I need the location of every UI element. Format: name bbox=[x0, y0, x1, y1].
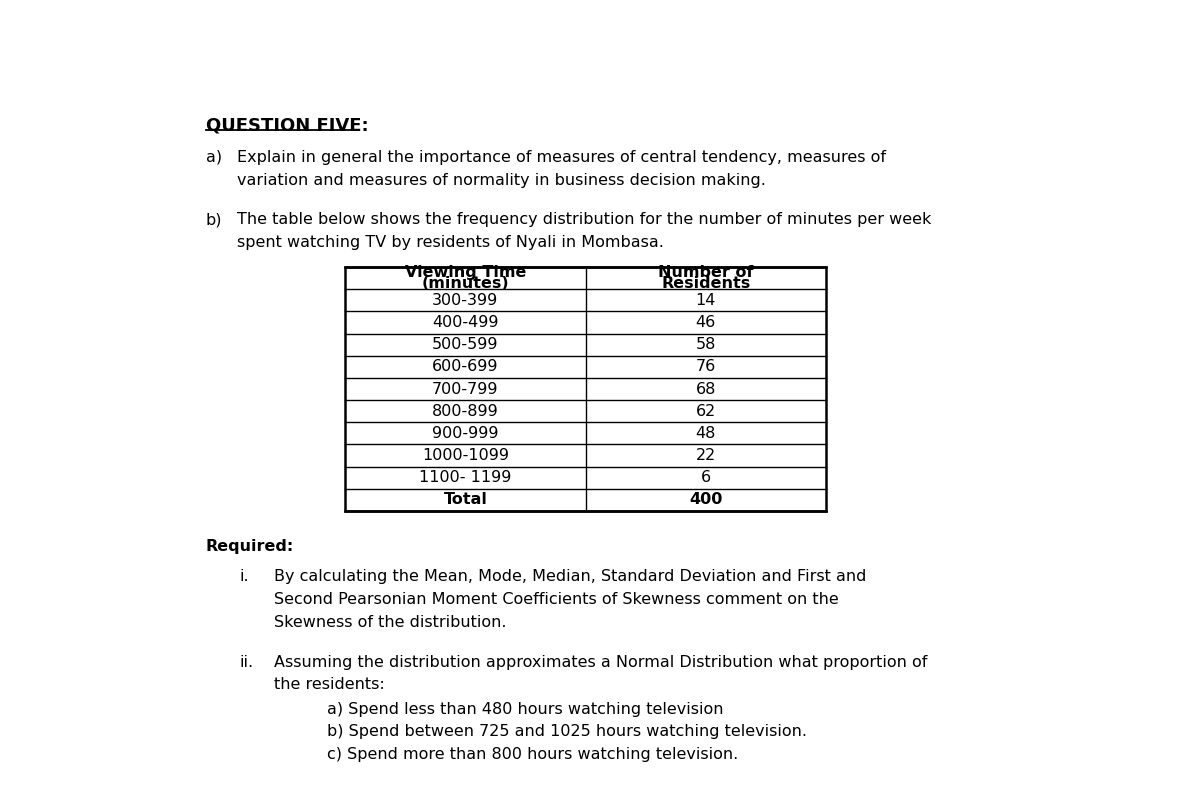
Text: Assuming the distribution approximates a Normal Distribution what proportion of: Assuming the distribution approximates a… bbox=[274, 655, 928, 670]
Text: b): b) bbox=[206, 213, 222, 228]
Text: 300-399: 300-399 bbox=[432, 293, 498, 308]
Text: variation and measures of normality in business decision making.: variation and measures of normality in b… bbox=[236, 173, 766, 188]
Text: 400-499: 400-499 bbox=[432, 315, 499, 330]
Bar bbox=[346, 267, 826, 511]
Text: b) Spend between 725 and 1025 hours watching television.: b) Spend between 725 and 1025 hours watc… bbox=[326, 724, 806, 739]
Text: 600-699: 600-699 bbox=[432, 359, 499, 374]
Text: 6: 6 bbox=[701, 470, 710, 485]
Text: 700-799: 700-799 bbox=[432, 381, 499, 396]
Text: c) Spend more than 800 hours watching television.: c) Spend more than 800 hours watching te… bbox=[326, 747, 738, 762]
Text: 22: 22 bbox=[696, 448, 715, 463]
Text: Total: Total bbox=[444, 492, 487, 507]
Text: Second Pearsonian Moment Coefficients of Skewness comment on the: Second Pearsonian Moment Coefficients of… bbox=[274, 593, 839, 608]
Text: Required:: Required: bbox=[206, 539, 294, 554]
Text: Residents: Residents bbox=[661, 277, 750, 292]
Text: 58: 58 bbox=[696, 337, 716, 352]
Text: (minutes): (minutes) bbox=[421, 277, 509, 292]
Text: spent watching TV by residents of Nyali in Mombasa.: spent watching TV by residents of Nyali … bbox=[236, 235, 664, 250]
Text: 900-999: 900-999 bbox=[432, 426, 499, 440]
Text: 1100- 1199: 1100- 1199 bbox=[419, 470, 511, 485]
Text: a): a) bbox=[206, 150, 222, 165]
Text: 76: 76 bbox=[696, 359, 715, 374]
Text: 46: 46 bbox=[696, 315, 715, 330]
Text: 400: 400 bbox=[689, 492, 722, 507]
Text: Explain in general the importance of measures of central tendency, measures of: Explain in general the importance of mea… bbox=[236, 150, 886, 165]
Text: 48: 48 bbox=[696, 426, 716, 440]
Text: ii.: ii. bbox=[239, 655, 253, 670]
Text: 1000-1099: 1000-1099 bbox=[422, 448, 509, 463]
Text: i.: i. bbox=[239, 570, 248, 585]
Text: 14: 14 bbox=[696, 293, 716, 308]
Text: The table below shows the frequency distribution for the number of minutes per w: The table below shows the frequency dist… bbox=[236, 213, 931, 228]
Text: Number of: Number of bbox=[658, 265, 754, 280]
Text: 62: 62 bbox=[696, 403, 715, 418]
Text: QUESTION FIVE:: QUESTION FIVE: bbox=[206, 116, 368, 134]
Text: 800-899: 800-899 bbox=[432, 403, 499, 418]
Text: 68: 68 bbox=[696, 381, 716, 396]
Text: Skewness of the distribution.: Skewness of the distribution. bbox=[274, 615, 506, 630]
Text: the residents:: the residents: bbox=[274, 678, 385, 693]
Text: By calculating the Mean, Mode, Median, Standard Deviation and First and: By calculating the Mean, Mode, Median, S… bbox=[274, 570, 866, 585]
Text: a) Spend less than 480 hours watching television: a) Spend less than 480 hours watching te… bbox=[326, 701, 724, 716]
Text: 500-599: 500-599 bbox=[432, 337, 499, 352]
Text: Viewing Time: Viewing Time bbox=[404, 265, 526, 280]
